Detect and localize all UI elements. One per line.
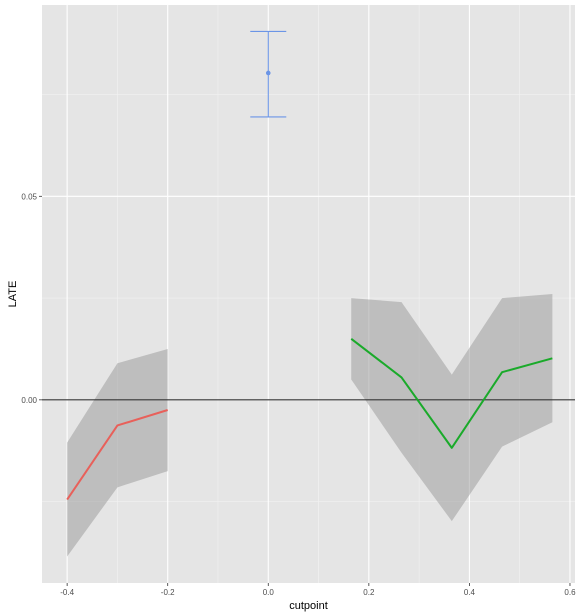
series-line-right bbox=[350, 337, 553, 449]
series-lines bbox=[66, 337, 553, 501]
error-bar-group bbox=[250, 30, 287, 118]
x-axis: -0.4 -0.2 0.0 0.2 0.4 0.6 bbox=[60, 583, 576, 597]
confidence-band-right bbox=[351, 294, 553, 522]
confidence-band-left bbox=[67, 348, 168, 557]
grid-minor bbox=[42, 5, 575, 583]
x-tick-label: 0.4 bbox=[464, 588, 476, 597]
x-tick-label: 0.2 bbox=[363, 588, 375, 597]
x-tick-label: 0.6 bbox=[564, 588, 576, 597]
x-axis-title: cutpoint bbox=[289, 600, 328, 612]
y-tick-label: 0.05 bbox=[21, 192, 37, 201]
confidence-bands bbox=[67, 294, 553, 557]
x-tick-label: -0.4 bbox=[60, 588, 74, 597]
x-tick-label: 0.0 bbox=[263, 588, 275, 597]
x-tick-label: -0.2 bbox=[161, 588, 175, 597]
y-tick-label: 0.00 bbox=[21, 396, 37, 405]
point-estimate bbox=[265, 70, 271, 76]
y-axis: 0.00 0.05 bbox=[21, 192, 42, 405]
y-axis-title: LATE bbox=[7, 281, 19, 308]
plot-panel bbox=[42, 5, 575, 583]
series-line-left bbox=[66, 409, 169, 501]
